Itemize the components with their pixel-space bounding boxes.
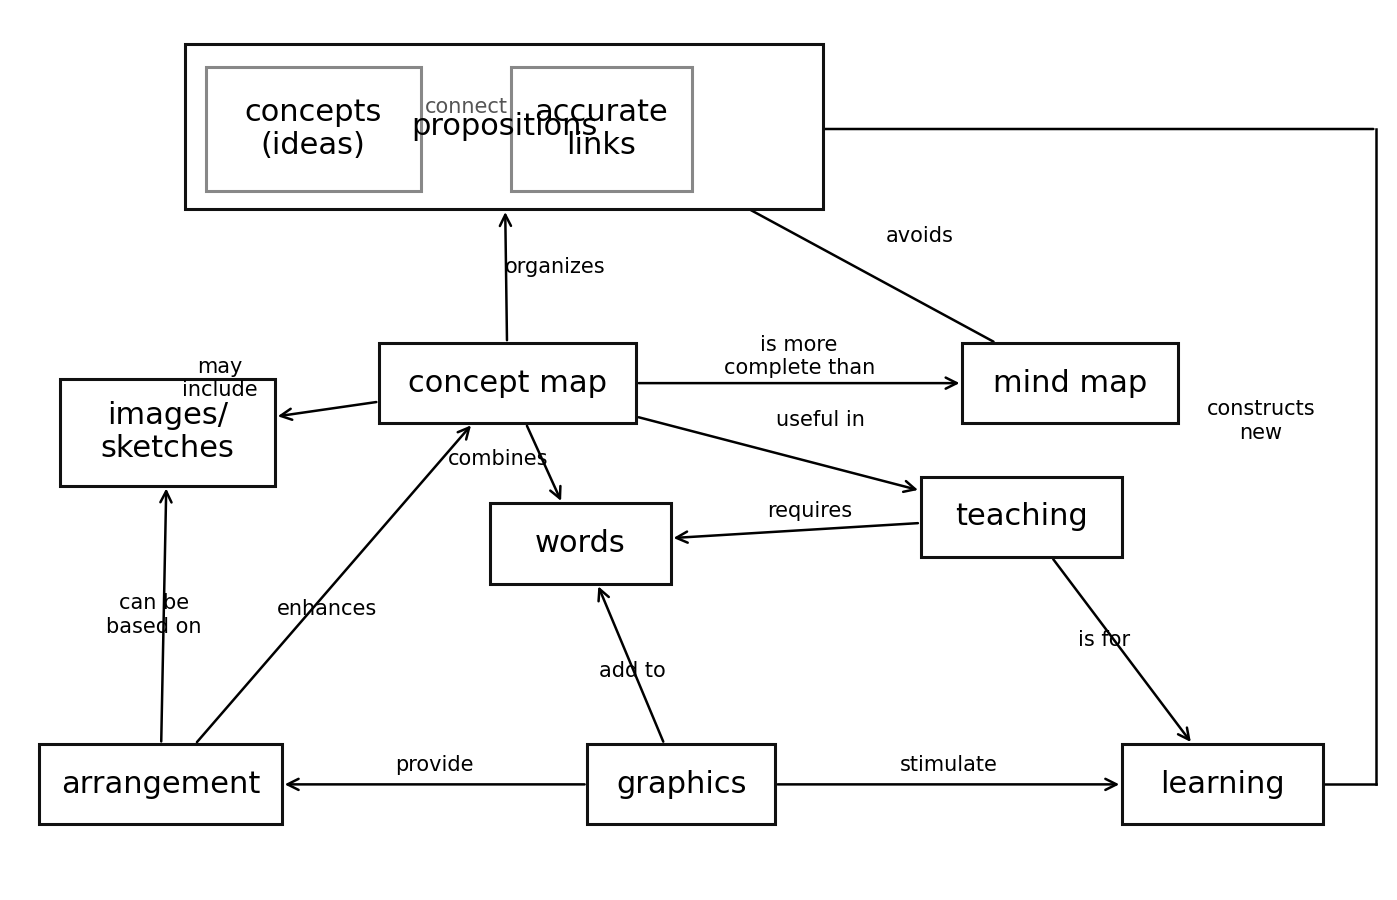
Text: is more
complete than: is more complete than <box>724 335 875 378</box>
FancyBboxPatch shape <box>587 744 775 824</box>
Text: may
include: may include <box>182 357 257 400</box>
Text: provide: provide <box>395 755 474 775</box>
Text: add to: add to <box>598 662 665 681</box>
Text: concept map: concept map <box>408 369 608 398</box>
FancyBboxPatch shape <box>39 744 282 824</box>
FancyBboxPatch shape <box>921 477 1122 557</box>
Text: concepts
(ideas): concepts (ideas) <box>244 98 381 160</box>
Text: enhances: enhances <box>277 598 377 618</box>
Text: accurate
links: accurate links <box>535 98 668 160</box>
Text: requires: requires <box>767 501 852 521</box>
Text: avoids: avoids <box>886 226 954 246</box>
Text: learning: learning <box>1161 770 1285 799</box>
Text: connect: connect <box>425 96 507 117</box>
Text: stimulate: stimulate <box>900 755 997 775</box>
Text: organizes: organizes <box>506 257 606 277</box>
FancyBboxPatch shape <box>184 44 823 210</box>
Text: combines: combines <box>448 449 548 469</box>
Text: is for: is for <box>1078 630 1130 650</box>
FancyBboxPatch shape <box>963 343 1178 423</box>
Text: can be
based on: can be based on <box>106 593 203 636</box>
FancyBboxPatch shape <box>511 67 692 192</box>
Text: mind map: mind map <box>993 369 1147 398</box>
FancyBboxPatch shape <box>379 343 636 423</box>
Text: constructs
new: constructs new <box>1207 400 1315 443</box>
Text: images/
sketches: images/ sketches <box>101 400 235 464</box>
Text: words: words <box>535 529 626 558</box>
FancyBboxPatch shape <box>205 67 420 192</box>
Text: graphics: graphics <box>616 770 746 799</box>
Text: arrangement: arrangement <box>60 770 260 799</box>
FancyBboxPatch shape <box>1122 744 1323 824</box>
Text: teaching: teaching <box>956 502 1088 531</box>
Text: useful in: useful in <box>775 410 865 429</box>
Text: propositions: propositions <box>411 112 598 141</box>
FancyBboxPatch shape <box>60 379 275 486</box>
FancyBboxPatch shape <box>490 503 671 584</box>
